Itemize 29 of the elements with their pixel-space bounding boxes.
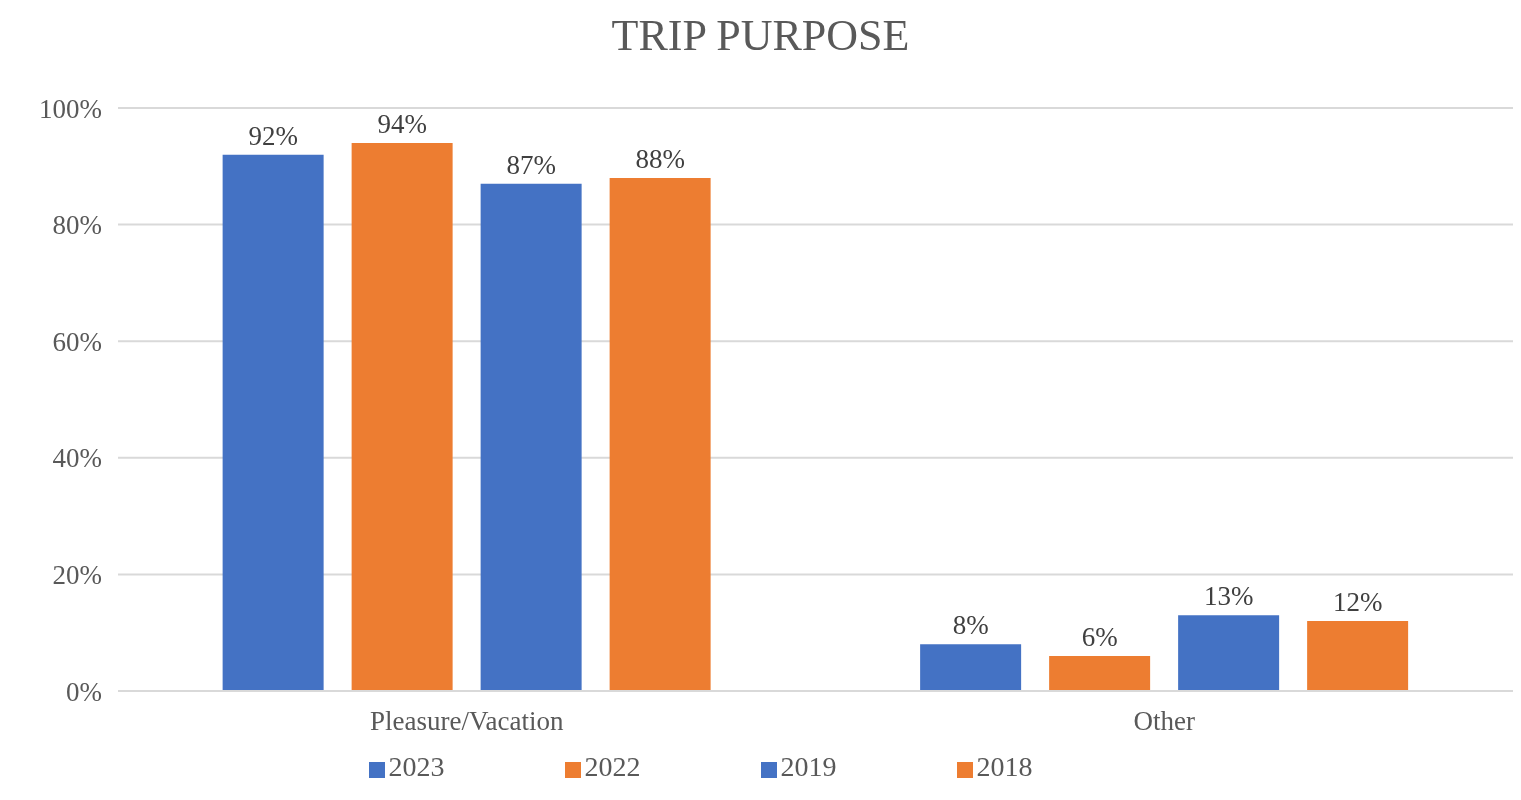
y-tick-label: 60% [52, 326, 102, 357]
x-tick-label: Other [1133, 706, 1195, 737]
bar [920, 644, 1022, 691]
data-label: 87% [506, 149, 556, 180]
y-tick-label: 100% [39, 93, 102, 124]
legend-label: 2019 [780, 751, 837, 782]
y-tick-label: 0% [66, 676, 102, 707]
data-label: 6% [1081, 622, 1118, 653]
data-label: 8% [952, 610, 989, 641]
x-tick-label: Pleasure/Vacation [370, 706, 564, 737]
data-label: 94% [377, 108, 427, 139]
y-tick-label: 40% [52, 443, 102, 474]
y-tick-label: 80% [52, 210, 102, 241]
bar [351, 142, 453, 691]
legend-label: 2022 [584, 751, 641, 782]
data-label: 12% [1332, 587, 1383, 618]
bar [1049, 656, 1151, 691]
bar [1307, 621, 1409, 691]
bar [222, 154, 324, 691]
chart-title: TRIP PURPOSE [610, 10, 911, 62]
bar [1178, 615, 1280, 691]
bar [609, 177, 711, 691]
bar [480, 183, 582, 691]
data-label: 92% [248, 120, 298, 151]
legend-label: 2023 [388, 751, 445, 782]
data-label: 13% [1203, 581, 1254, 612]
data-label: 88% [635, 143, 685, 174]
y-tick-label: 20% [52, 559, 102, 590]
legend-label: 2018 [976, 751, 1033, 782]
